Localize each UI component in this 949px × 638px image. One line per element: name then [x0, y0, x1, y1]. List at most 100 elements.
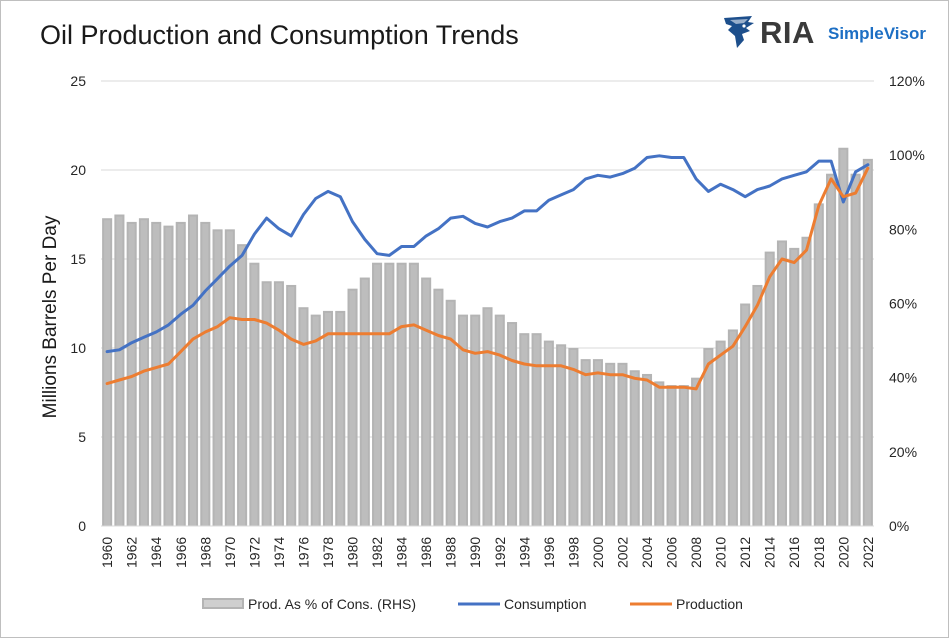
x-tick-label: 2020 — [835, 537, 851, 568]
x-tick-label: 1962 — [124, 537, 140, 568]
x-tick-label: 1966 — [173, 537, 189, 568]
bar-inner — [263, 283, 270, 526]
bar-inner — [484, 309, 491, 526]
y-tick-label: 10 — [70, 340, 86, 356]
x-tick-label: 1986 — [418, 537, 434, 568]
y2-tick-label: 100% — [889, 147, 925, 163]
bar-inner — [496, 316, 503, 526]
bar-inner — [742, 305, 749, 526]
bar-inner — [177, 223, 184, 526]
chart-title: Oil Production and Consumption Trends — [40, 20, 519, 50]
bar-inner — [386, 264, 393, 526]
x-tick-label: 2010 — [713, 537, 729, 568]
bar-inner — [300, 309, 307, 526]
x-tick-label: 2014 — [762, 537, 778, 568]
bar-inner — [140, 220, 147, 527]
bar-inner — [312, 316, 319, 526]
x-tick-label: 1976 — [295, 537, 311, 568]
bar-inner — [619, 364, 626, 526]
bar-inner — [324, 312, 332, 526]
x-tick-label: 1960 — [99, 537, 115, 568]
x-tick-label: 2000 — [590, 537, 606, 568]
bar-inner — [582, 361, 589, 526]
bar-inner — [447, 301, 454, 526]
bar-inner — [766, 253, 773, 527]
legend-label: Prod. As % of Cons. (RHS) — [248, 596, 416, 612]
bar-inner — [226, 231, 233, 527]
bar-inner — [116, 216, 123, 526]
x-tick-label: 1972 — [246, 537, 262, 568]
bar-inner — [705, 350, 712, 526]
y-tick-label: 25 — [70, 73, 86, 89]
bar-inner — [104, 220, 111, 527]
y-axis-title: Millions Barrels Per Day — [40, 215, 61, 418]
series-line-consumption — [105, 154, 870, 354]
bar-inner — [423, 279, 430, 526]
y-tick-label: 0 — [78, 518, 86, 534]
bar-inner — [533, 335, 540, 526]
bar-inner — [754, 286, 761, 526]
logo-product-text: SimpleVisor — [828, 24, 926, 43]
bar-inner — [214, 231, 221, 527]
axes: 0 5 10 15 20 25 0% 20% 40% 60% 80% 100% 120% 1960 1962… — [70, 73, 924, 568]
bar-inner — [570, 350, 577, 526]
bar-inner — [398, 264, 405, 526]
x-tick-label: 1974 — [271, 537, 287, 568]
bar-inner — [410, 264, 417, 526]
bar-series-prod-pct — [102, 147, 873, 527]
y2-tick-label: 20% — [889, 444, 917, 460]
bar-inner — [337, 312, 344, 526]
bar-inner — [840, 149, 847, 526]
bar-inner — [349, 290, 356, 526]
y2-tick-label: 40% — [889, 370, 917, 386]
bar-inner — [251, 264, 258, 526]
x-tick-label: 1978 — [320, 537, 336, 568]
bar-inner — [374, 264, 381, 526]
eagle-icon — [724, 16, 754, 48]
x-tick-label: 1990 — [467, 537, 483, 568]
y-tick-label: 20 — [70, 162, 86, 178]
logo-brand-text: RIA — [760, 15, 815, 50]
x-tick-label: 1968 — [197, 537, 213, 568]
bar-inner — [631, 372, 638, 526]
bar-inner — [815, 205, 822, 526]
bar-inner — [558, 346, 565, 526]
x-tick-label: 1998 — [565, 537, 581, 568]
bar-inner — [594, 361, 601, 526]
bar-inner — [275, 283, 282, 526]
bar-inner — [459, 316, 466, 526]
x-tick-label: 2022 — [860, 537, 876, 568]
ria-simplevisor-logo: RIA SimpleVisor — [722, 14, 932, 54]
legend-label: Production — [676, 596, 743, 612]
bar-inner — [717, 342, 724, 526]
bar-inner — [435, 290, 442, 526]
bar-inner — [864, 160, 871, 526]
bar-inner — [656, 383, 663, 526]
x-tick-label: 2018 — [811, 537, 827, 568]
bar-inner — [729, 331, 736, 526]
x-tick-label: 1964 — [148, 537, 164, 568]
x-tick-label: 2012 — [737, 537, 753, 568]
bar-inner — [509, 324, 516, 526]
x-tick-label: 2008 — [688, 537, 704, 568]
bar-inner — [803, 238, 810, 526]
y-tick-label: 15 — [70, 251, 86, 267]
y2-tick-label: 0% — [889, 518, 909, 534]
x-tick-label: 1996 — [541, 537, 557, 568]
bar-inner — [472, 316, 479, 526]
bar-inner — [545, 342, 552, 526]
bar-inner — [680, 387, 687, 526]
bar-inner — [202, 223, 209, 526]
bar-inner — [791, 249, 798, 526]
y-tick-label: 5 — [78, 429, 86, 445]
x-tick-label: 1980 — [345, 537, 361, 568]
x-tick-label: 1992 — [492, 537, 508, 568]
series-line-production — [105, 166, 870, 391]
bar-inner — [852, 175, 859, 527]
bar-inner — [693, 379, 700, 526]
x-tick-label: 2002 — [614, 537, 630, 568]
y2-tick-label: 80% — [889, 221, 917, 237]
x-tick-label: 2016 — [786, 537, 802, 568]
legend-label: Consumption — [504, 596, 587, 612]
x-tick-label: 2004 — [639, 537, 655, 568]
